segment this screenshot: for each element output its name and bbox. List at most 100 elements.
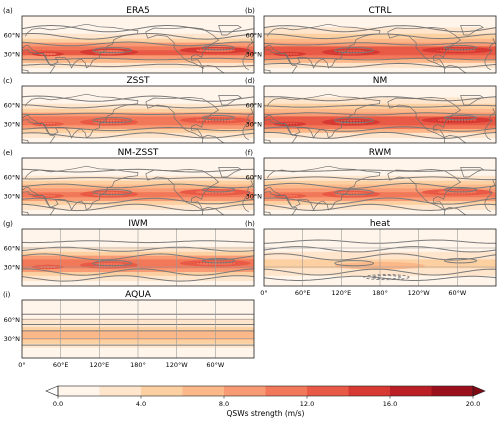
panel-tag: (f) [245,149,253,157]
map-field [22,86,254,143]
lat-band [22,16,254,28]
contour-line [201,186,236,193]
map-panel: (d) NM 60°N 30°N [245,76,497,144]
lat-band [264,197,496,202]
panel-frame [263,15,497,74]
lat-band [22,38,254,43]
lat-band [264,42,496,47]
map-panel: (c) ZSST 60°N 30°N [3,76,255,144]
coastline [202,207,225,215]
contour-line [443,186,478,193]
colorbar-segment [224,386,266,396]
coastline [218,95,242,106]
jet-core [280,122,299,126]
coastline [22,49,251,73]
lat-tick-label: 60°N [4,102,21,110]
lat-band [22,132,254,139]
lat-band [22,33,254,40]
lat-band [264,38,496,43]
panel-frame [21,228,255,287]
lon-tick-label: 0° [260,289,267,297]
coastline [264,119,493,143]
contour-line [443,257,478,264]
contour-line [92,189,133,196]
panel-frame [21,15,255,74]
lat-band [22,158,254,170]
lon-tick-label: 120°E [89,361,109,369]
lon-tick-label: 60°E [295,289,311,297]
contour-line [264,169,496,172]
panel-grid: (a) ERA5 60°N 30°N (b) CTRL 60°N 30°N (c) ZSST 60°… [3,6,497,369]
lat-tick-label: 60°N [4,245,21,253]
jet-core [38,194,57,198]
lat-band [22,120,254,126]
colorbar-extend-low [45,385,59,397]
map-panel: (f) RWM 60°N 30°N [245,148,497,216]
panel-frame [263,228,497,287]
lat-tick-label: 30°N [4,193,21,201]
contour-line [363,274,410,281]
contour-line [334,260,375,267]
lat-tick-label: 30°N [4,335,21,343]
lon-tick-label: 60°E [53,361,69,369]
lat-band [22,129,254,134]
lat-band [22,188,254,193]
lat-band [22,137,254,143]
coastline [22,93,254,139]
contour-line [22,168,254,173]
lat-band [264,67,496,73]
panel-tag: (a) [3,7,13,15]
coastline [22,23,254,69]
lat-band [22,116,254,121]
lat-band [264,158,496,170]
map-field [264,158,496,215]
coastline [218,167,242,178]
lat-tick-label: 60°N [246,102,263,110]
colorbar-tick-label: 16.0 [383,400,397,408]
lat-band [22,201,254,206]
lat-band [264,46,496,51]
coastline [387,169,462,211]
contour-line [264,176,496,181]
lat-band [264,201,496,206]
colorbar-extend-high [472,385,486,397]
panel-title: ZSST [126,76,150,86]
map-panel: (a) ERA5 60°N 30°N [3,6,255,74]
lon-tick-label: 120°W [166,361,189,369]
lat-band [22,125,254,130]
contour-line [92,117,133,124]
colorbar-tick-label: 12.0 [300,400,314,408]
lat-band [22,209,254,215]
contour-line [22,132,254,139]
lat-band [22,180,254,185]
contour-line [443,114,478,121]
contour-line [201,114,236,121]
coastline [202,135,225,143]
coastline [460,167,484,178]
contour-line [334,189,375,196]
lat-band [22,50,254,56]
colorbar-frame [57,385,474,397]
lon-tick-label: 120°E [331,289,351,297]
contour-line [201,257,236,264]
contour-line [264,57,496,61]
colorbar-segment [390,386,432,396]
contour-line [22,33,254,40]
coastline [145,169,220,211]
coastline [460,25,484,36]
panel-title: heat [370,219,391,229]
lon-tick-label: 180° [130,361,146,369]
lat-band [264,184,496,189]
lat-band [264,62,496,69]
map-field [264,229,496,286]
colorbar-segment [58,386,100,396]
panel-tag: (e) [3,149,13,157]
contour-line [264,197,496,205]
map-panel: (i) AQUA 60°N 30°N 0° 60°E 120°E 180° 120°W 60°W [3,290,255,369]
coastline [264,49,493,73]
lat-tick-label: 60°N [4,32,21,40]
coastline [264,23,496,69]
lat-band [264,137,496,143]
lat-band [22,103,254,110]
